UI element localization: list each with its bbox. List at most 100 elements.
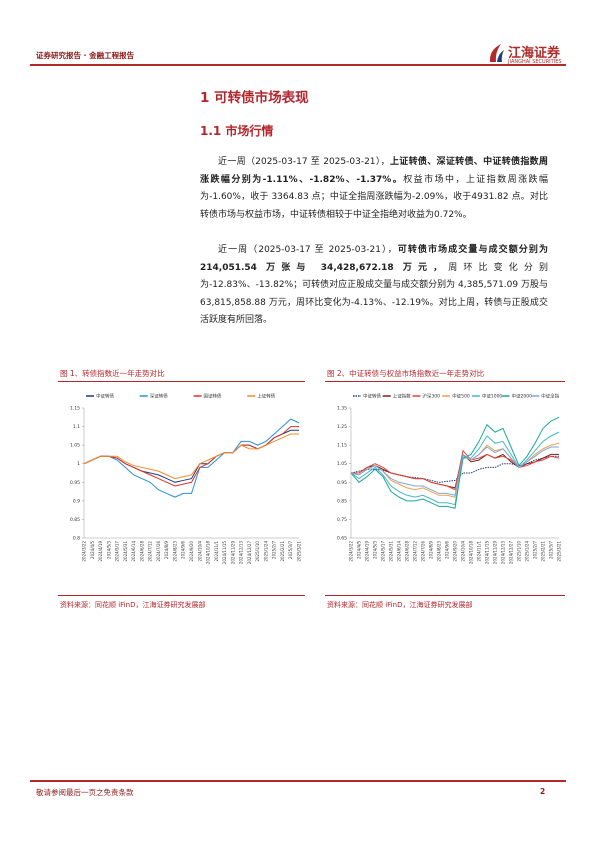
y-tick-label: 0.95 [70,480,80,486]
page-number: 2 [540,787,546,796]
x-tick-label: 2024/9/20 [453,541,458,562]
x-tick-label: 2024/12/13 [501,541,506,565]
x-tick-label: 2024/5/3 [106,541,111,559]
x-tick-label: 2024/6/28 [405,541,410,562]
y-tick-label: 1.1 [73,424,80,430]
source-note: 资料来源：同花顺 iFinD，江海证券研究发展部 [327,601,473,609]
paragraph: 近一周（2025-03-17 至 2025-03-21），可转债市场成交量与成交… [200,242,548,330]
x-tick-label: 2024/4/19 [365,541,370,562]
y-tick-label: 1 [77,461,80,467]
logo-icon [489,44,504,62]
x-tick-label: 2024/8/23 [437,541,442,562]
x-tick-label: 2024/8/9 [164,541,169,559]
x-tick-label: 2024/8/9 [429,541,434,559]
legend-label: 上证指数 [393,393,411,400]
y-tick-label: 0.85 [337,498,347,504]
y-tick-label: 1.05 [70,443,80,449]
x-tick-label: 2025/2/7 [272,541,277,559]
y-tick-label: 1.35 [337,406,347,412]
y-tick-label: 0.95 [337,480,347,486]
series-line [350,431,560,506]
text: 权益市场中，上证指数周涨跌幅为-1.60%，收于 3364.83 点；中证全指周… [200,174,548,220]
legend-label: 上证转债 [257,393,275,400]
x-tick-label: 2024/11/15 [222,541,227,565]
source-note: 资料来源：同花顺 iFinD，江海证券研究发展部 [60,601,206,609]
x-tick-label: 2024/9/6 [181,541,186,559]
x-tick-label: 2024/5/17 [381,541,386,562]
x-tick-label: 2024/11/1 [477,541,482,562]
legend-label: 中证1000 [482,393,503,400]
y-tick-label: 0.75 [337,517,347,523]
legend-label: 中证全指 [541,393,559,400]
x-tick-label: 2024/9/20 [189,541,194,562]
x-tick-label: 2025/3/21 [297,541,302,562]
legend-label: 中证转债 [96,393,114,400]
x-tick-label: 2025/2/21 [280,541,285,562]
figure-title: 图 2、中证转债与权益市场指数近一年走势对比 [327,369,485,378]
x-tick-label: 2025/1/10 [255,541,260,562]
x-tick-label: 2024/7/26 [421,541,426,562]
logo-name: 江海证券 [508,46,561,61]
source-rule [325,595,565,596]
series-line [83,433,299,480]
x-tick-label: 2024/11/29 [230,541,235,565]
text: 周环比变化分别为-12.83%、-13.82%；可转债对应正股成交量与成交额分别… [200,262,548,326]
series-line [351,449,560,491]
y-tick-label: 0.65 [337,536,347,542]
series-line [350,416,560,509]
x-tick-label: 2024/10/4 [461,541,466,562]
series-line [350,455,559,483]
x-tick-label: 2024/12/27 [247,541,252,565]
x-tick-label: 2024/3/22 [82,541,87,562]
header-rule [30,64,566,66]
x-tick-label: 2024/4/5 [357,541,362,559]
figure-rule [325,381,565,382]
section-heading: 1 可转债市场表现 [200,90,309,106]
x-tick-label: 2024/7/26 [156,541,161,562]
legend-label: 沪深300 [422,393,440,400]
x-tick-label: 2024/6/14 [131,541,136,562]
x-tick-label: 2024/5/3 [373,541,378,559]
x-tick-label: 2025/1/24 [525,541,530,562]
x-tick-label: 2024/5/31 [389,541,394,562]
y-tick-label: 0.8 [73,536,80,542]
chart: 中证转债 深证转债 国证转债 上证转债 0.8 0.85 0.9 0.95 1 1.05 1.1 1.… [70,393,302,565]
x-tick-label: 2025/2/7 [533,541,538,559]
figure-title: 图 1、转债指数近一年走势对比 [60,369,165,378]
legend-label: 中证转债 [363,393,381,400]
x-tick-label: 2025/1/24 [263,541,268,562]
x-tick-label: 2024/11/29 [493,541,498,565]
x-tick-label: 2024/9/6 [445,541,450,559]
x-tick-label: 2024/10/18 [469,541,474,565]
series-line [83,418,300,498]
logo-subtitle: JIANGHAI SECURITIES [508,59,562,65]
source-rule [58,595,305,596]
footer-disclaimer: 敬请参阅最后一页之免责条款 [36,788,134,797]
x-tick-label: 2025/2/21 [541,541,546,562]
figure-rule [58,381,305,382]
y-tick-label: 0.9 [73,498,80,504]
y-tick-label: 1.15 [70,406,80,412]
x-tick-label: 2024/4/5 [90,541,95,559]
x-tick-label: 2024/11/1 [214,541,219,562]
text: 近一周（2025-03-17 至 2025-03-21）， [218,245,398,255]
x-tick-label: 2024/12/13 [239,541,244,565]
paragraph: 近一周（2025-03-17 至 2025-03-21），上证转债、深证转债、中… [200,154,548,224]
y-tick-label: 0.85 [70,517,80,523]
x-tick-label: 2025/3/21 [557,541,562,562]
text: 近一周（2025-03-17 至 2025-03-21）， [218,157,390,167]
x-tick-label: 2025/3/7 [288,541,293,559]
x-tick-label: 2024/10/4 [197,541,202,562]
x-tick-label: 2024/6/14 [397,541,402,562]
x-tick-label: 2024/3/22 [349,541,354,562]
legend-label: 中证2000 [512,393,533,400]
x-tick-label: 2024/4/19 [98,541,103,562]
x-tick-label: 2024/7/12 [148,541,153,562]
emphasis: 上证转债、深证转债、中证转债指数周涨跌幅分别为-1.11%、-1.82%、-1.… [200,157,548,185]
y-tick-label: 1.25 [337,424,347,430]
header-title: 证券研究报告 · 金融工程报告 [36,51,135,60]
legend-label: 国证转债 [204,393,222,400]
x-tick-label: 2024/12/27 [509,541,514,565]
x-tick-label: 2024/7/12 [413,541,418,562]
